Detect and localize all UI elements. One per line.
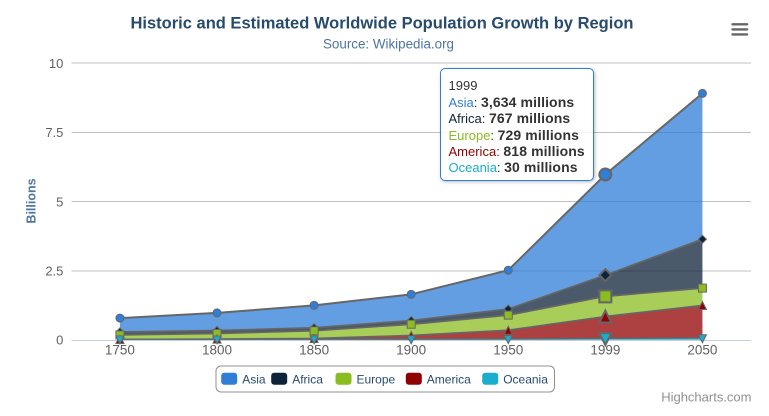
svg-text:5: 5 <box>56 194 63 209</box>
svg-text:Source: Wikipedia.org: Source: Wikipedia.org <box>323 37 454 52</box>
svg-text:Highcharts.com: Highcharts.com <box>661 390 751 405</box>
svg-text:1850: 1850 <box>299 343 329 358</box>
svg-text:2.5: 2.5 <box>45 264 63 279</box>
svg-text:Oceania: Oceania <box>503 373 548 387</box>
svg-text:America: America <box>427 373 471 387</box>
svg-text:0: 0 <box>56 333 63 348</box>
svg-text:1750: 1750 <box>105 343 135 358</box>
svg-text:Billions: Billions <box>25 178 39 223</box>
svg-text:7.5: 7.5 <box>45 125 63 140</box>
svg-text:Asia: Asia <box>242 373 266 387</box>
svg-text:1950: 1950 <box>493 343 523 358</box>
svg-text:10: 10 <box>49 56 63 71</box>
svg-text:2050: 2050 <box>687 343 717 358</box>
svg-text:Africa: Africa <box>292 373 323 387</box>
svg-text:1999: 1999 <box>590 343 620 358</box>
svg-text:1900: 1900 <box>396 343 426 358</box>
svg-text:Europe: Europe <box>357 373 396 387</box>
svg-text:1800: 1800 <box>202 343 232 358</box>
svg-text:Historic and Estimated Worldwi: Historic and Estimated Worldwide Populat… <box>131 14 634 32</box>
